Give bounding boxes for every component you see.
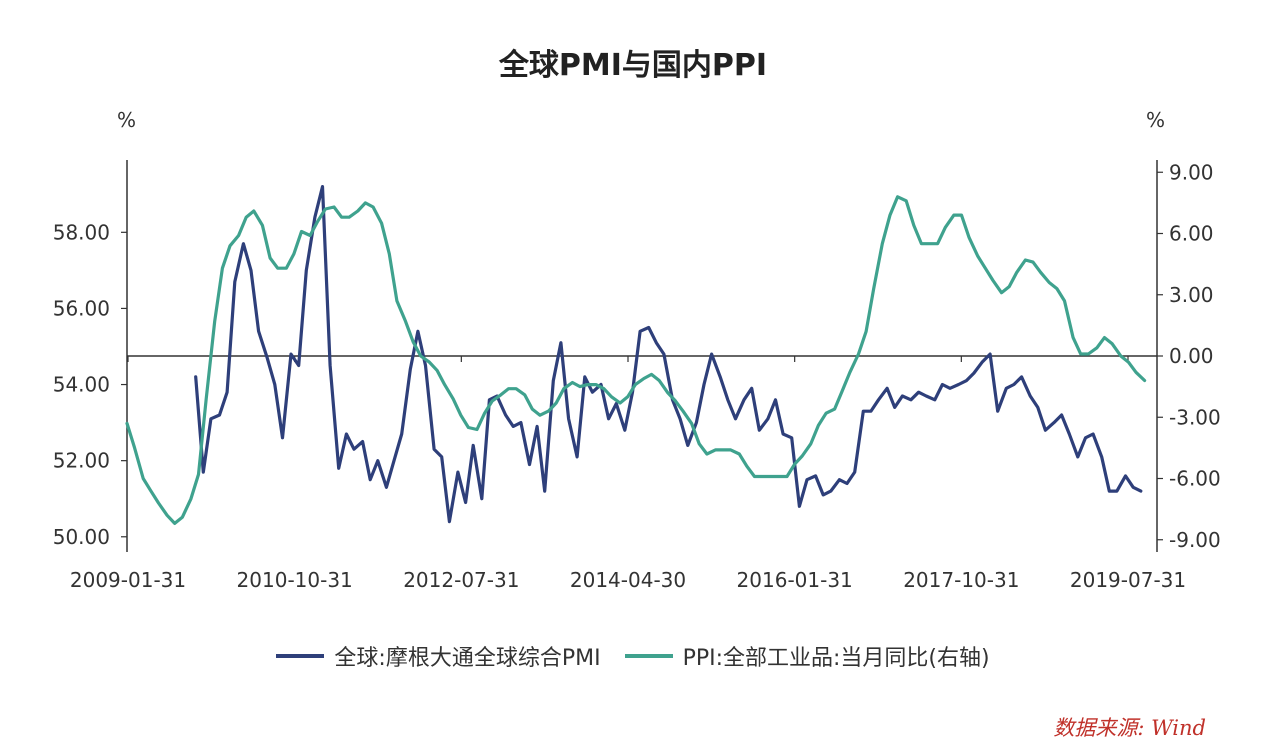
right-axis-unit: % [1146,108,1166,132]
x-tick-label: 2010-10-31 [237,568,353,592]
right-tick-label: 3.00 [1169,283,1214,307]
left-tick-label: 58.00 [53,220,110,244]
legend-item-ppi: PPI:全部工业品:当月同比(右轴) [624,640,990,672]
ppi-series-line [125,195,1147,525]
chart-title: 全球PMI与国内PPI [498,48,768,83]
left-axis-unit: % [117,108,137,132]
legend-swatch-pmi [276,654,325,658]
right-tick-label: -9.00 [1169,528,1221,552]
right-tick-label: 6.00 [1169,222,1214,246]
pmi-series-line [194,185,1143,524]
left-tick-label: 52.00 [53,449,110,473]
x-tick-label: 2012-07-31 [403,568,519,592]
legend-swatch-ppi [624,654,673,658]
x-tick-label: 2016-01-31 [737,568,853,592]
legend-item-pmi: 全球:摩根大通全球综合PMI [276,640,601,672]
x-tick-label: 2009-01-31 [70,568,186,592]
left-tick-label: 56.00 [53,296,110,320]
legend: 全球:摩根大通全球综合PMI PPI:全部工业品:当月同比(右轴) [0,640,1266,672]
legend-label-pmi: 全球:摩根大通全球综合PMI [334,646,601,671]
right-tick-label: -3.00 [1169,405,1221,429]
x-tick-label: 2019-07-31 [1070,568,1186,592]
legend-label-ppi: PPI:全部工业品:当月同比(右轴) [682,646,990,671]
right-tick-label: 9.00 [1169,160,1214,184]
x-tick-label: 2017-10-31 [903,568,1019,592]
data-source-note: 数据来源: Wind [1053,716,1206,740]
x-tick-label: 2014-04-30 [570,568,686,592]
right-tick-label: -6.00 [1169,467,1221,491]
left-tick-label: 54.00 [53,373,110,397]
right-tick-label: 0.00 [1169,344,1214,368]
left-tick-label: 50.00 [53,525,110,549]
